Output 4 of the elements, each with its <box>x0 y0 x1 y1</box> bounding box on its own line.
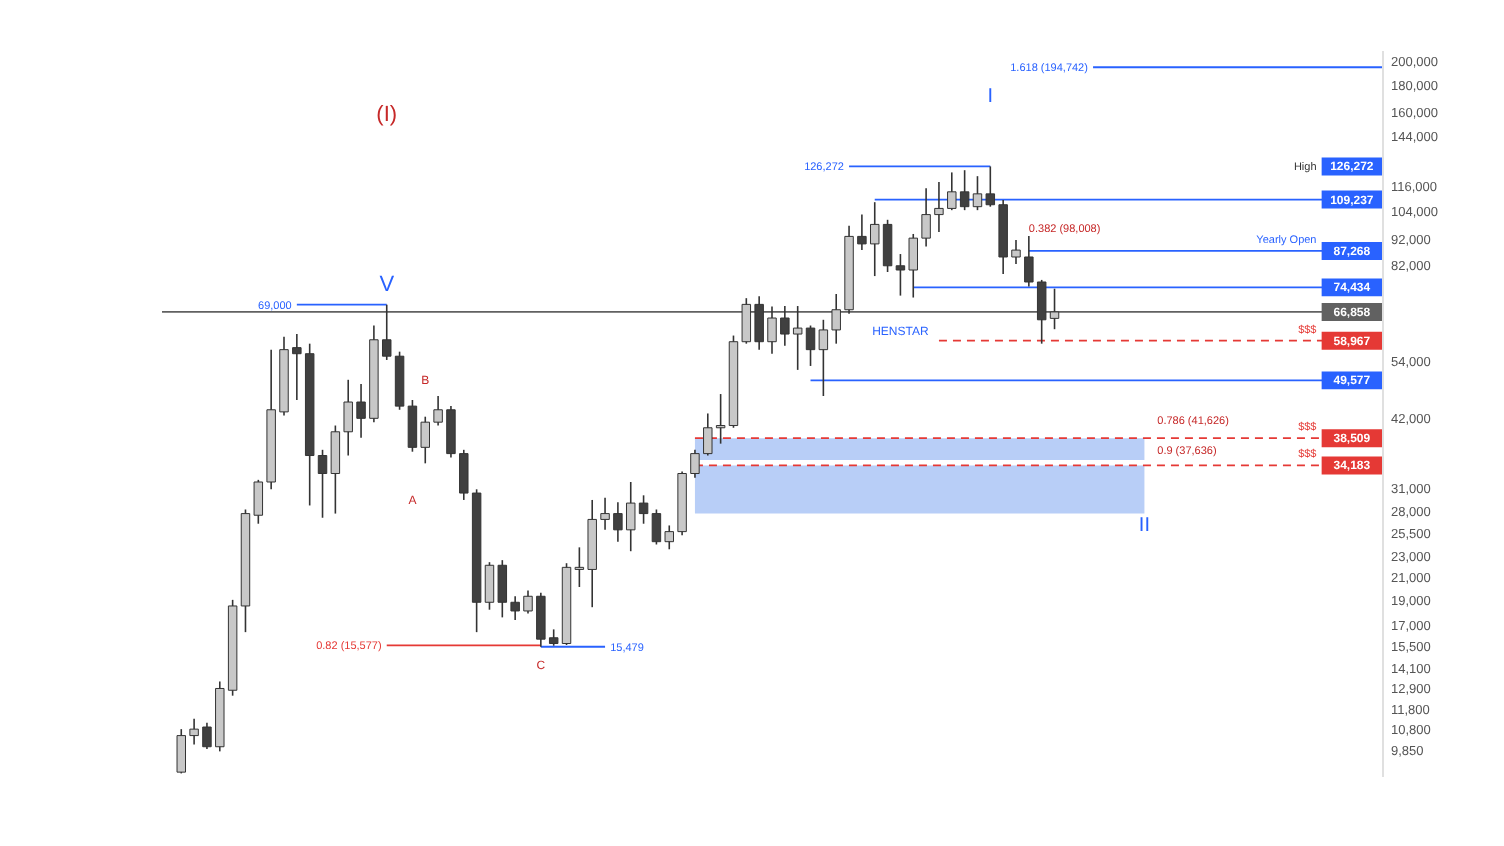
annotation: (I) <box>376 102 398 127</box>
annotation: V <box>379 272 396 297</box>
annotation: II <box>1138 515 1150 538</box>
annotation: I <box>987 86 994 109</box>
